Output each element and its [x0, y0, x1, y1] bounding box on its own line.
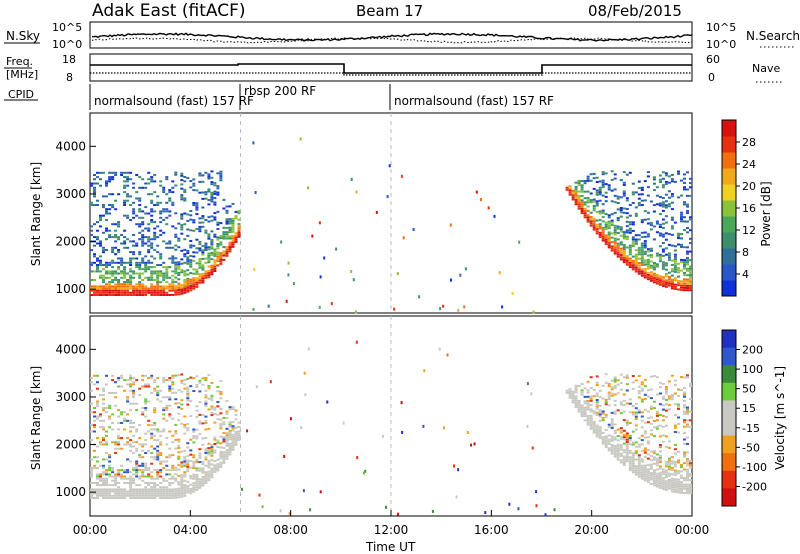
- velocity-colorbar-tick-label-4: -15: [742, 422, 760, 435]
- freq-label-1: Freq.: [6, 55, 33, 68]
- velocity-colorbar-frame: [721, 329, 737, 507]
- x-tick-label-2: 08:00: [273, 523, 308, 537]
- freq-tick-bottom: 8: [66, 71, 73, 84]
- power-colorbar-swatch-4: [722, 216, 736, 233]
- x-tick-label-5: 20:00: [574, 523, 609, 537]
- nave-label: Nave: [752, 62, 780, 75]
- power-ylabel: Slant Range [km]: [29, 162, 43, 266]
- nave-trace: [90, 72, 692, 76]
- power-colorbar-swatch-10: [722, 120, 736, 137]
- cpid-row: CPID normalsound (fast) 157 RF rbsp 200 …: [4, 84, 554, 110]
- x-tick-label-4: 16:00: [474, 523, 509, 537]
- velocity-colorbar-swatch-9: [722, 488, 736, 507]
- time-axis: 00:00 04:00 08:00 12:00 16:00 20:00 00:00: [73, 510, 710, 537]
- noise-left-tick-bottom: 10^0: [52, 38, 82, 51]
- velocity-colorbar-swatch-4: [722, 400, 736, 419]
- nave-tick-top: 60: [706, 53, 720, 66]
- power-colorbar-swatch-1: [722, 264, 736, 281]
- velocity-ylabel: Slant Range [km]: [29, 366, 43, 470]
- velocity-echo-pixels: [90, 316, 692, 517]
- search-noise-trace: [91, 37, 693, 44]
- power-colorbar-swatch-5: [722, 200, 736, 217]
- velocity-colorbar-tick-label-5: -50: [742, 441, 760, 454]
- velocity-ytick-label-1: 2000: [55, 438, 86, 452]
- power-colorbar-label: Power [dB]: [759, 181, 773, 246]
- power-colorbar-tick-label-1: 8: [742, 246, 749, 259]
- power-colorbar-swatch-2: [722, 248, 736, 265]
- velocity-colorbar-tick-label-2: 50: [742, 383, 756, 396]
- power-colorbar-tick-label-0: 4: [742, 268, 749, 281]
- power-colorbar-tick-label-6: 28: [742, 136, 756, 149]
- nave-tick-bottom: 0: [708, 71, 715, 84]
- velocity-ytick-label-3: 4000: [55, 342, 86, 356]
- noise-left-label: N.Sky: [6, 29, 40, 43]
- velocity-colorbar-tick-label-3: 15: [742, 402, 756, 415]
- noise-left-tick-top: 10^5: [52, 21, 82, 34]
- x-axis-label: Time UT: [365, 540, 416, 554]
- power-colorbar-tick-label-5: 24: [742, 158, 756, 171]
- velocity-colorbar-swatch-5: [722, 418, 736, 437]
- velocity-ytick-label-0: 1000: [55, 485, 86, 499]
- power-colorbar-swatch-8: [722, 152, 736, 169]
- x-tick-label-6: 00:00: [675, 523, 710, 537]
- station-title: Adak East (fitACF): [92, 1, 246, 21]
- noise-panel: N.Sky 10^5 10^0 10^5 10^0 N.Search: [4, 21, 800, 51]
- velocity-colorbar-swatch-6: [722, 435, 736, 454]
- velocity-ytick-label-2: 3000: [55, 390, 86, 404]
- power-colorbar-tick-label-3: 16: [742, 202, 756, 215]
- frequency-trace: [90, 63, 692, 74]
- noise-right-tick-top: 10^5: [706, 21, 736, 34]
- power-colorbar-swatch-0: [722, 280, 736, 297]
- power-ytick-label-0: 1000: [55, 282, 86, 296]
- power-colorbar-tick-label-4: 20: [742, 180, 756, 193]
- velocity-colorbar-tick-label-7: -200: [742, 480, 767, 493]
- sky-noise-trace: [91, 32, 693, 42]
- power-ytick-label-3: 4000: [55, 139, 86, 153]
- cpid-label: CPID: [8, 88, 34, 101]
- x-tick-label-1: 04:00: [173, 523, 208, 537]
- velocity-colorbar-swatch-7: [722, 453, 736, 472]
- x-tick-label-3: 12:00: [374, 523, 409, 537]
- freq-tick-top: 18: [62, 53, 76, 66]
- velocity-colorbar-swatch-3: [722, 382, 736, 401]
- cpid-segment-1: normalsound (fast) 157 RF: [94, 94, 254, 108]
- power-colorbar-swatch-3: [722, 232, 736, 249]
- power-colorbar-tick-label-2: 12: [742, 224, 756, 237]
- power-colorbar-swatch-6: [722, 184, 736, 201]
- velocity-colorbar-swatch-0: [722, 330, 736, 349]
- beam-title: Beam 17: [356, 2, 423, 20]
- velocity-colorbar-tick-label-1: 100: [742, 363, 763, 376]
- velocity-colorbar: 200 100 50 15 -15 -50 -100 -200: [721, 329, 767, 507]
- power-ytick-label-1: 2000: [55, 235, 86, 249]
- cpid-segment-3: normalsound (fast) 157 RF: [394, 94, 554, 108]
- frequency-panel: Freq. [MHz] 18 8 60 0 Nave: [4, 53, 782, 84]
- noise-right-label: N.Search: [746, 29, 800, 43]
- power-colorbar-swatch-7: [722, 168, 736, 185]
- velocity-colorbar-tick-label-6: -100: [742, 461, 767, 474]
- velocity-colorbar-swatch-8: [722, 470, 736, 489]
- velocity-colorbar-tick-label-0: 200: [742, 344, 763, 357]
- velocity-panel: 1000 2000 3000 4000 Slant Range [km] 200 100…: [29, 315, 787, 517]
- x-tick-label-0: 00:00: [73, 523, 108, 537]
- date-title: 08/Feb/2015: [588, 2, 682, 20]
- power-colorbar: 4 8 12 16 20 24 28: [721, 119, 756, 297]
- power-panel: 1000 2000 3000 4000 Slant Range [km] 4 8 12 16…: [29, 112, 773, 314]
- velocity-colorbar-swatch-2: [722, 365, 736, 384]
- noise-right-tick-bottom: 10^0: [706, 38, 736, 51]
- power-ytick-label-2: 3000: [55, 187, 86, 201]
- velocity-colorbar-label: Velocity [m s^-1]: [773, 366, 787, 470]
- power-colorbar-swatch-9: [722, 136, 736, 153]
- cpid-segment-2: rbsp 200 RF: [244, 84, 316, 98]
- velocity-colorbar-swatch-1: [722, 347, 736, 366]
- freq-label-2: [MHz]: [6, 68, 38, 81]
